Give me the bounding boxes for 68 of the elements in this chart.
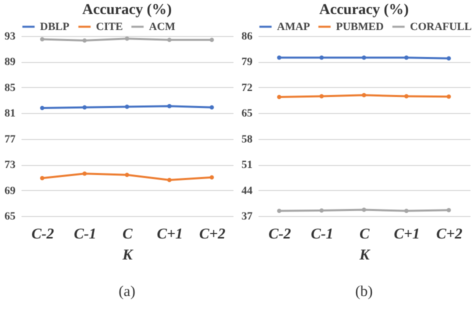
point: [362, 56, 366, 60]
x-tick-label: C-2: [31, 226, 54, 242]
point: [40, 106, 44, 110]
point: [210, 105, 214, 110]
point: [124, 36, 130, 41]
point: [167, 178, 172, 182]
point: [277, 208, 282, 213]
legend-label: CITE: [96, 20, 123, 33]
point: [404, 208, 409, 213]
y-tick-label: 51: [242, 159, 252, 172]
point: [82, 171, 87, 176]
legend-label: DBLP: [40, 20, 70, 33]
y-tick-label: 72: [242, 82, 253, 94]
point: [82, 105, 87, 110]
legend-label: ACM: [149, 20, 176, 33]
x-tick-label: C: [122, 226, 134, 242]
y-tick-label: 65: [4, 210, 16, 222]
point: [40, 37, 44, 42]
y-tick-label: 65: [242, 108, 253, 120]
x-tick-label: C+2: [199, 226, 226, 242]
point: [319, 94, 324, 98]
legend-label: CORAFULL: [410, 20, 472, 33]
x-tick-label: C-1: [74, 226, 96, 242]
y-tick-label: 86: [242, 30, 253, 42]
x-axis-title: K: [358, 248, 370, 264]
point: [362, 208, 366, 212]
point: [167, 38, 172, 42]
y-tick-label: 93: [4, 30, 16, 42]
point: [446, 94, 451, 99]
legend-label: PUBMED: [336, 20, 384, 33]
x-tick-label: C-2: [268, 226, 292, 242]
point: [319, 208, 324, 213]
y-tick-label: 79: [242, 56, 253, 68]
x-tick-label: C+2: [436, 226, 463, 242]
point: [210, 38, 214, 42]
x-tick-label: C+1: [156, 226, 183, 242]
point: [362, 93, 366, 98]
point: [446, 56, 451, 61]
y-tick-label: 77: [4, 133, 16, 146]
text: (a): [118, 284, 136, 300]
point: [40, 176, 44, 180]
point: [210, 175, 214, 180]
x-tick-label: C+1: [394, 226, 420, 242]
point: [124, 104, 130, 109]
legend-label: AMAP: [277, 20, 310, 33]
point: [446, 208, 451, 212]
point: [277, 94, 282, 100]
y-tick-label: 85: [4, 82, 16, 94]
point: [124, 172, 130, 177]
x-tick-label: C: [359, 226, 370, 242]
chart-title: Accuracy (%): [82, 2, 172, 18]
y-tick-label: 69: [4, 184, 16, 197]
y-tick-label: 37: [242, 210, 253, 222]
point: [404, 56, 409, 60]
point: [319, 56, 324, 60]
text: (b): [355, 284, 373, 300]
y-tick-label: 44: [242, 184, 253, 197]
point: [167, 104, 172, 108]
y-tick-label: 81: [4, 108, 16, 120]
x-axis-title: K: [121, 248, 134, 264]
x-tick-label: C-1: [310, 226, 334, 242]
chart-title: Accuracy (%): [319, 2, 409, 18]
point: [404, 94, 409, 98]
y-tick-label: 89: [4, 56, 16, 68]
point: [277, 56, 282, 60]
y-tick-label: 73: [4, 159, 16, 172]
y-tick-label: 58: [242, 133, 253, 146]
point: [82, 38, 87, 43]
